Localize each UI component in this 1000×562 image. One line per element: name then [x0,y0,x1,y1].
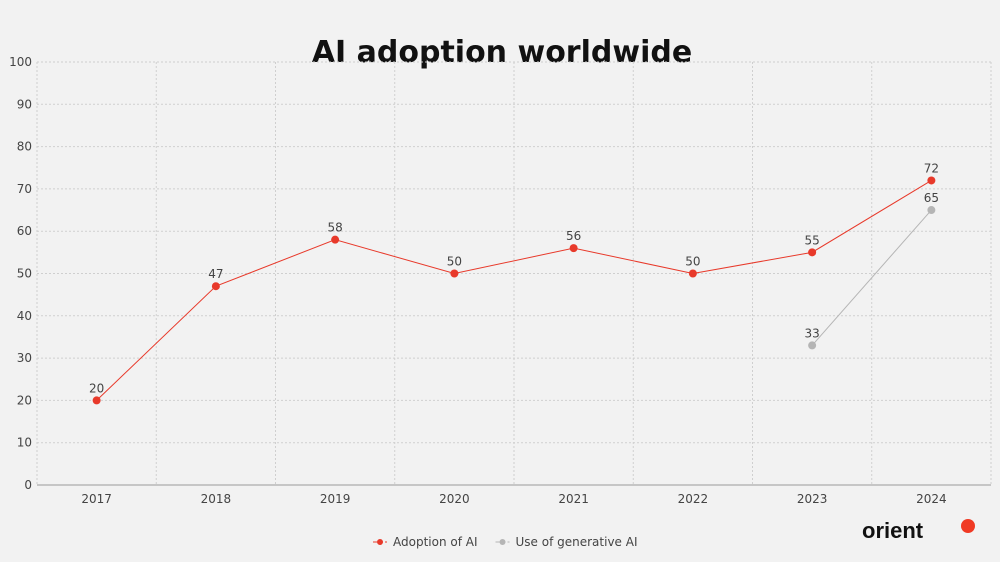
x-tick-label: 2019 [320,492,351,506]
y-tick-label: 100 [9,55,32,69]
data-label: 50 [447,255,462,269]
y-tick-label: 70 [17,182,32,196]
data-label: 47 [208,267,223,281]
data-point [688,269,697,278]
series-line [96,180,932,401]
data-label: 72 [924,161,939,175]
data-label: 20 [89,381,104,395]
x-tick-label: 2024 [916,492,947,506]
x-tick-label: 2017 [81,492,112,506]
legend-item[interactable]: Adoption of AI [373,535,478,549]
y-tick-label: 30 [17,351,32,365]
y-tick-label: 80 [17,140,32,154]
data-label: 58 [327,221,342,235]
series-line [811,209,932,346]
legend-item[interactable]: Use of generative AI [495,535,638,549]
data-label: 55 [804,233,819,247]
data-point [569,244,578,253]
legend-label: Use of generative AI [516,535,638,549]
data-point [331,235,340,244]
data-point [927,206,936,215]
orient-logo: orient [862,518,975,543]
x-tick-label: 2023 [797,492,828,506]
data-point [808,341,817,350]
data-point [808,248,817,257]
chart-title: AI adoption worldwide [312,35,692,70]
y-tick-label: 0 [24,478,32,492]
y-tick-label: 60 [17,224,32,238]
data-label: 50 [685,255,700,269]
data-point [450,269,459,278]
y-tick-label: 40 [17,309,32,323]
y-tick-label: 50 [17,267,32,281]
x-tick-label: 2018 [201,492,232,506]
grid [36,61,992,485]
legend-label: Adoption of AI [393,535,478,549]
x-tick-label: 2022 [678,492,709,506]
y-tick-label: 20 [17,393,32,407]
data-label: 56 [566,229,581,243]
series: 20 47 58 50 56 50 55 72 33 65 [89,161,939,405]
x-tick-label: 2021 [558,492,589,506]
data-point [927,176,936,185]
data-label: 33 [804,326,819,340]
svg-text:orient: orient [862,518,924,543]
y-tick-label: 10 [17,436,32,450]
data-label: 65 [924,191,939,205]
data-point [211,282,220,291]
y-tick-label: 90 [17,97,32,111]
x-tick-label: 2020 [439,492,470,506]
data-point [92,396,101,405]
legend: Adoption of AI Use of generative AI [373,535,638,549]
